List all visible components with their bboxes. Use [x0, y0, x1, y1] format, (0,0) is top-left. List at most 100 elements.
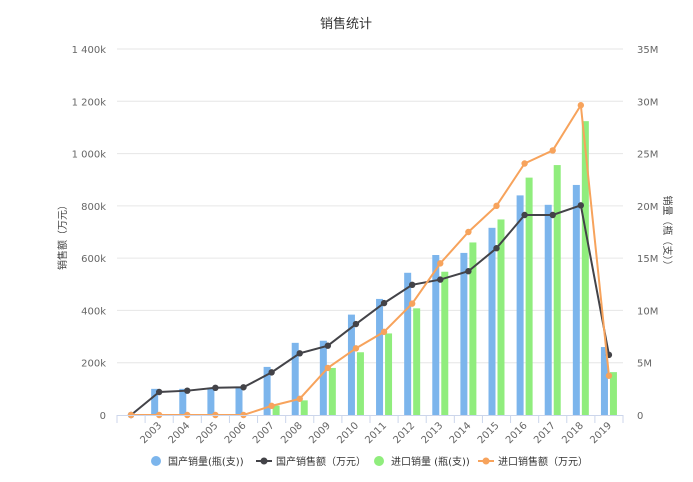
x-tick-label: 2007	[251, 420, 277, 446]
y-left-tick-label: 1 400k	[72, 45, 107, 56]
y-right-tick-label: 10M	[637, 306, 658, 317]
bar	[207, 387, 215, 415]
y-left-tick-label: 600k	[81, 254, 106, 265]
legend-symbol	[374, 456, 384, 466]
line-point	[465, 228, 472, 236]
grid-lines	[117, 48, 623, 364]
line-point	[408, 281, 416, 289]
y-left-tick-label: 400k	[81, 306, 106, 317]
bar	[347, 314, 355, 415]
bar	[151, 388, 159, 415]
y-axis-left: 0 200k 400k 600k 800k 1 000k 1 200k 1 400k	[72, 45, 107, 422]
line-point	[437, 260, 444, 267]
x-tick-label: 2017	[532, 420, 558, 446]
bar	[432, 255, 440, 415]
series-line	[131, 102, 610, 416]
y-left-tick-label: 800k	[81, 202, 106, 213]
line-point	[324, 364, 332, 372]
legend-symbol	[151, 456, 161, 466]
line-point	[408, 300, 416, 307]
line-point	[212, 384, 219, 392]
line-point	[605, 372, 613, 379]
y-axis-right-title: 销量（瓶（支））	[661, 196, 674, 271]
bar	[553, 165, 561, 415]
bar	[300, 400, 308, 415]
line-point	[493, 245, 500, 252]
legend-label: 进口销售额（万元）	[498, 455, 588, 468]
y-axis-left-title: 销售额（万元）	[56, 200, 69, 270]
line-point	[465, 268, 472, 275]
line-point	[184, 387, 191, 394]
x-tick-label: 2015	[476, 420, 502, 446]
bar-series	[151, 121, 617, 415]
x-tick-label: 2016	[504, 420, 530, 446]
y-left-tick-label: 1 000k	[72, 150, 107, 161]
line-point	[268, 402, 275, 410]
line-point	[380, 299, 388, 307]
bar	[572, 184, 580, 415]
bar	[235, 386, 243, 415]
bar	[544, 204, 552, 415]
bar	[179, 388, 187, 415]
y-left-tick-label: 1 200k	[72, 97, 107, 108]
legend: 国产销量(瓶(支)) 国产销售额（万元） 进口销量 (瓶(支)) 进口销售额（万元）	[151, 455, 588, 468]
x-tick-label: 2011	[363, 420, 389, 446]
bar	[488, 227, 496, 415]
x-tick-label: 2004	[167, 420, 193, 446]
x-tick-label: 2003	[139, 420, 165, 446]
line-point	[240, 384, 247, 391]
x-axis: 2003 2004 2005 2006 2007 2008 2009 2010 2011 2012…	[116, 415, 624, 446]
y-right-tick-label: 5M	[637, 359, 652, 370]
x-tick-label: 2013	[420, 420, 446, 446]
line-point	[493, 202, 500, 210]
bar	[413, 308, 421, 415]
line-point	[437, 276, 444, 283]
bar	[328, 367, 336, 415]
x-tick-label: 2008	[279, 420, 305, 446]
line-series	[127, 102, 613, 419]
bar	[263, 366, 271, 415]
y-left-tick-label: 200k	[81, 359, 106, 370]
line-point	[521, 211, 528, 219]
x-tick-label: 2012	[392, 420, 418, 446]
y-right-tick-label: 20M	[637, 202, 658, 213]
x-tick-label: 2019	[588, 420, 614, 446]
x-tick-label: 2006	[223, 420, 249, 446]
bar	[516, 195, 524, 415]
line-point	[155, 388, 163, 396]
x-tick-label: 2009	[307, 420, 333, 446]
x-tick-label: 2010	[335, 420, 361, 446]
bar	[272, 405, 280, 415]
bar	[497, 219, 505, 415]
line-point	[549, 211, 556, 219]
line-point	[296, 395, 303, 402]
legend-label: 国产销量(瓶(支))	[168, 455, 244, 468]
x-tick-label: 2014	[448, 420, 474, 446]
bar	[356, 352, 364, 415]
legend-symbol	[482, 457, 490, 465]
line-point	[380, 328, 388, 336]
y-left-tick-label: 0	[100, 411, 106, 422]
line-point	[352, 345, 360, 352]
y-axis-right: 0 5M 10M 15M 20M 25M 30M 35M	[637, 45, 658, 422]
bar	[385, 333, 393, 415]
y-right-tick-label: 30M	[637, 97, 658, 108]
bar	[600, 347, 608, 415]
y-right-tick-label: 15M	[637, 254, 658, 265]
bar	[319, 340, 327, 415]
bar	[469, 242, 477, 415]
bar	[291, 342, 299, 415]
line-point	[296, 350, 303, 357]
line-point	[324, 342, 332, 349]
legend-label: 进口销量 (瓶(支))	[391, 455, 470, 468]
bar	[525, 177, 533, 415]
line-point	[549, 147, 556, 154]
series-line	[130, 204, 610, 416]
legend-symbol	[260, 457, 268, 465]
y-right-tick-label: 25M	[637, 150, 658, 161]
bar	[376, 298, 384, 415]
bar	[609, 372, 617, 415]
bar	[441, 271, 449, 415]
line-point	[268, 369, 275, 376]
